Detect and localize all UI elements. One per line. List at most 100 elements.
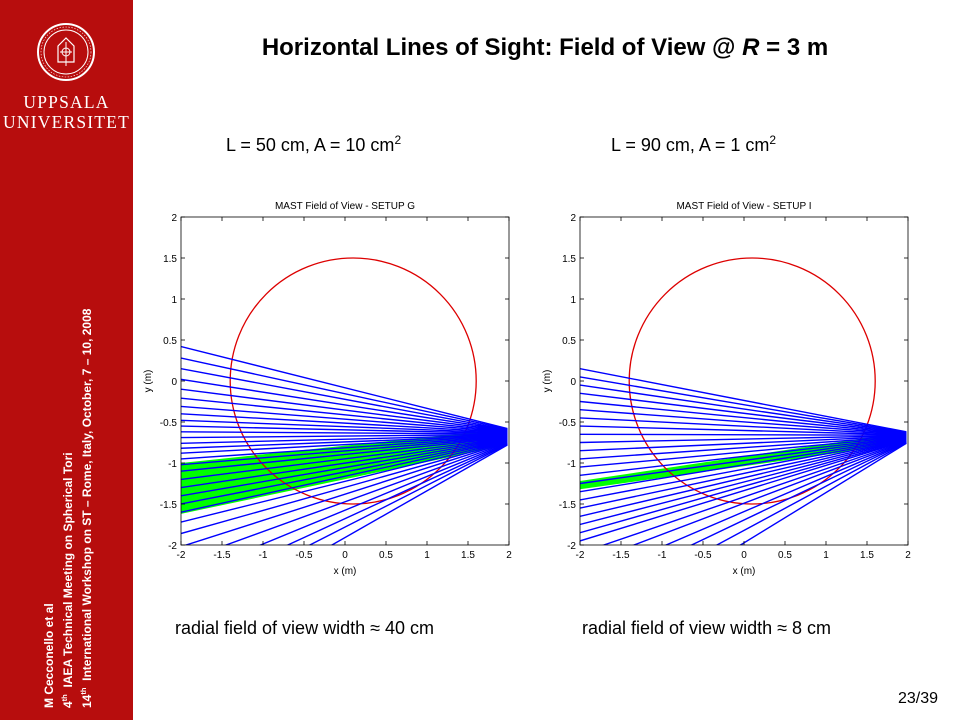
sight-line <box>580 384 907 434</box>
sight-line <box>580 436 907 468</box>
sight-line <box>580 392 907 434</box>
sight-line <box>580 434 907 444</box>
sight-line <box>580 437 907 501</box>
sight-line <box>181 436 508 460</box>
x-tick-label: 0.5 <box>778 550 792 561</box>
x-axis-label: x (m) <box>733 566 756 577</box>
chart-title: MAST Field of View - SETUP G <box>275 201 415 212</box>
sight-line <box>580 439 907 534</box>
y-tick-label: -1 <box>168 459 177 470</box>
y-tick-label: 0 <box>570 377 576 388</box>
y-tick-label: 0.5 <box>562 336 576 347</box>
conference-info: M Cecconello et al 4th IAEA Technical Me… <box>42 309 95 708</box>
sight-line <box>181 437 508 472</box>
sight-line <box>580 368 907 433</box>
y-tick-label: 1 <box>171 295 177 306</box>
university-name-line1: UPPSALA <box>23 92 110 112</box>
sight-line <box>181 357 508 430</box>
sight-line <box>181 439 508 513</box>
left-plot: MAST Field of View - SETUP G -2 -1.5 -1 -0.5… <box>126 195 526 590</box>
sight-line-fan-origin <box>876 427 907 448</box>
sight-line <box>181 345 508 430</box>
sight-line <box>181 437 508 481</box>
sight-line <box>580 417 907 436</box>
right-plot: MAST Field of View - SETUP I -2 -1.5 -1 -0.5… <box>525 195 925 590</box>
sight-line <box>181 388 508 432</box>
university-seal-icon <box>37 23 95 81</box>
sight-line <box>580 437 907 485</box>
left-caption: radial field of view width ≈ 40 cm <box>175 618 434 638</box>
x-tick-label: -0.5 <box>694 550 712 561</box>
workshop-line: 14th International Workshop on ST – Rome… <box>79 308 94 708</box>
sight-line <box>580 433 907 436</box>
sight-line <box>181 433 508 439</box>
sight-line <box>181 413 508 434</box>
y-tick-label: -1.5 <box>559 500 577 511</box>
sight-line <box>690 441 907 545</box>
sight-line <box>286 443 508 545</box>
sight-line <box>183 441 508 545</box>
x-tick-label: 1.5 <box>461 550 475 561</box>
x-tick-label: 0 <box>741 550 747 561</box>
x-axis-label: x (m) <box>334 566 357 577</box>
x-tick-label: 2 <box>506 550 512 561</box>
sight-line <box>580 440 907 542</box>
x-tick-label: -0.5 <box>295 550 313 561</box>
y-tick-label: 2 <box>171 213 177 224</box>
sight-line <box>580 400 907 435</box>
sight-line <box>664 441 907 545</box>
x-tick-label: -1.5 <box>612 550 630 561</box>
y-axis-label: y (m) <box>542 370 553 393</box>
plasma-boundary-circle <box>628 257 876 505</box>
sight-line <box>181 419 508 434</box>
sight-line <box>181 397 508 432</box>
author-line: M Cecconello et al <box>42 603 56 708</box>
sight-line <box>181 378 508 431</box>
sight-line <box>715 442 907 545</box>
sight-line <box>258 442 508 545</box>
right-field-of-view-chart: MAST Field of View - SETUP I -2 -1.5 -1 -0.5… <box>542 201 911 577</box>
sight-line <box>580 436 907 476</box>
sight-line <box>580 435 907 452</box>
sight-line <box>739 442 907 545</box>
plot-area <box>580 257 907 545</box>
x-tick-label: 1 <box>823 550 829 561</box>
y-tick-label: 0.5 <box>163 336 177 347</box>
sight-line <box>181 440 508 523</box>
right-caption: radial field of view width ≈ 8 cm <box>582 618 831 638</box>
sight-line <box>580 376 907 433</box>
sight-line <box>580 437 907 493</box>
sight-line <box>580 438 907 517</box>
chart-title: MAST Field of View - SETUP I <box>676 201 811 212</box>
sight-line <box>181 441 508 535</box>
sight-line-fan-origin <box>477 424 508 450</box>
y-tick-label: -0.5 <box>559 418 577 429</box>
x-tick-label: -1 <box>259 550 268 561</box>
x-tick-label: 1.5 <box>860 550 874 561</box>
sight-line <box>181 405 508 433</box>
x-tick-label: -1 <box>658 550 667 561</box>
y-tick-label: 0 <box>171 377 177 388</box>
x-tick-label: 0 <box>342 550 348 561</box>
left-field-of-view-chart: MAST Field of View - SETUP G -2 -1.5 -1 -0.5… <box>143 201 512 577</box>
x-tick-label: -2 <box>576 550 585 561</box>
left-plot-subtitle: L = 50 cm, A = 10 cm2 <box>226 133 402 155</box>
right-plot-subtitle: L = 90 cm, A = 1 cm2 <box>611 133 777 155</box>
sight-line <box>330 444 508 545</box>
slide-title: Horizontal Lines of Sight: Field of View… <box>261 34 829 61</box>
sight-line <box>181 438 508 497</box>
y-tick-label: -1.5 <box>160 500 178 511</box>
x-tick-label: -2 <box>177 550 186 561</box>
y-tick-label: -0.5 <box>160 418 178 429</box>
sight-line <box>181 425 508 435</box>
y-tick-label: 1.5 <box>562 254 576 265</box>
x-tick-label: 1 <box>424 550 430 561</box>
sight-line <box>580 435 907 460</box>
sight-line <box>181 431 508 435</box>
university-name-line2: UNIVERSITET <box>3 112 130 132</box>
y-tick-label: -2 <box>567 541 576 552</box>
y-tick-label: -1 <box>567 459 576 470</box>
sight-line <box>580 438 907 509</box>
y-tick-label: 2 <box>570 213 576 224</box>
sight-line <box>224 442 508 545</box>
